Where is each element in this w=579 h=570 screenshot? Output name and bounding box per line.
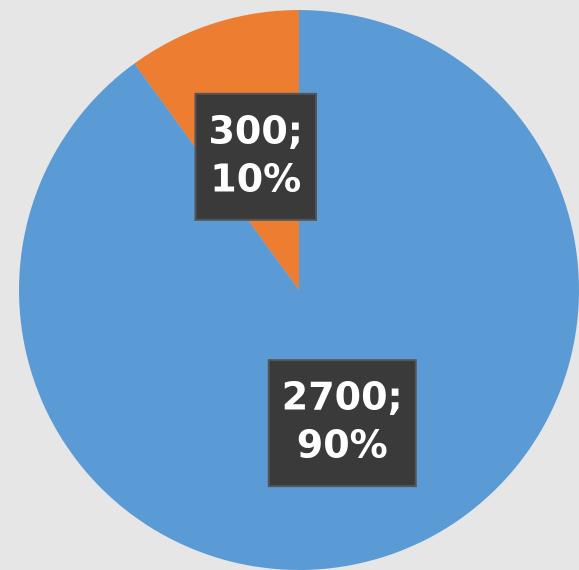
data-label: 300;10%: [194, 92, 318, 221]
data-label-text: 10%: [210, 156, 301, 200]
pie-slice: [18, 10, 579, 570]
data-label: 2700;90%: [267, 359, 417, 488]
data-label-text: 90%: [297, 423, 388, 467]
data-label-text: 300;: [208, 108, 303, 152]
data-label-text: 2700;: [282, 375, 403, 419]
data-label-box: [267, 359, 417, 488]
data-label-box: [194, 92, 318, 221]
